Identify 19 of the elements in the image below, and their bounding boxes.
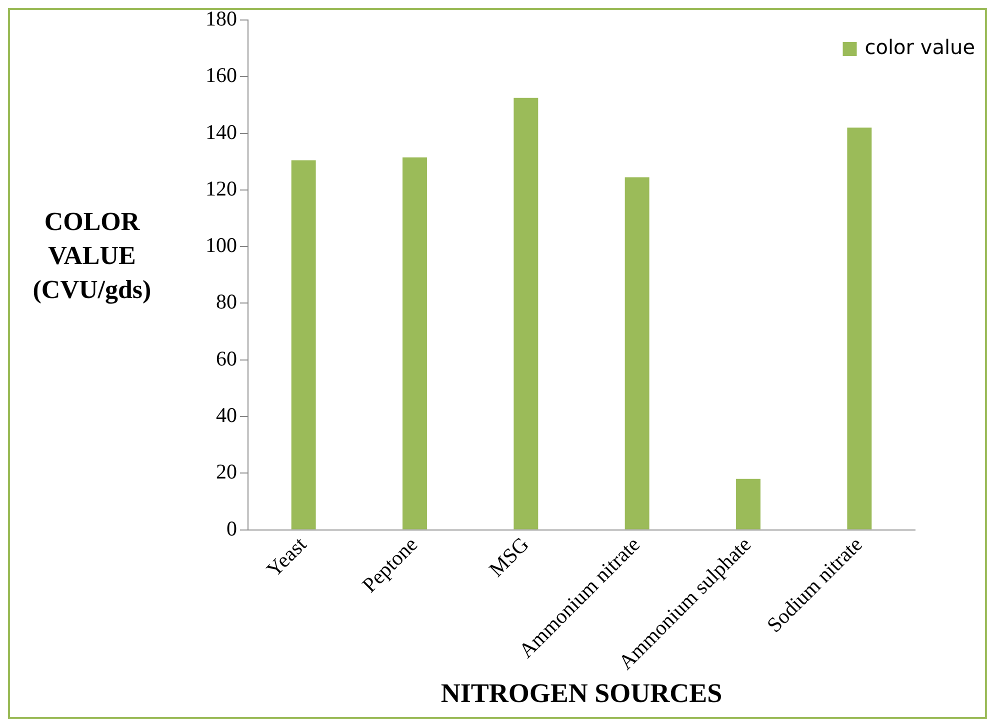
y-tick-label: 0: [226, 516, 237, 540]
y-tick-label: 140: [206, 120, 237, 144]
bar: [736, 478, 760, 530]
y-tick-label: 80: [216, 290, 237, 314]
y-tick-label: 160: [206, 63, 237, 88]
bar: [402, 157, 427, 530]
y-tick-label: 40: [216, 403, 237, 428]
y-tick-label: 20: [216, 460, 237, 484]
bar: [291, 160, 316, 530]
y-tick-label: 100: [206, 233, 237, 258]
bar: [624, 177, 650, 530]
bar: [514, 98, 538, 530]
bar: [847, 128, 872, 530]
y-tick-label: 120: [206, 176, 237, 200]
y-axis-title: COLOR VALUE (CVU/gds): [32, 206, 152, 306]
legend-label: color value: [864, 35, 975, 60]
y-tick-label: 180: [206, 6, 237, 31]
y-tick-label: 60: [216, 346, 237, 370]
x-axis-title: NITROGEN SOURCES: [440, 678, 722, 708]
